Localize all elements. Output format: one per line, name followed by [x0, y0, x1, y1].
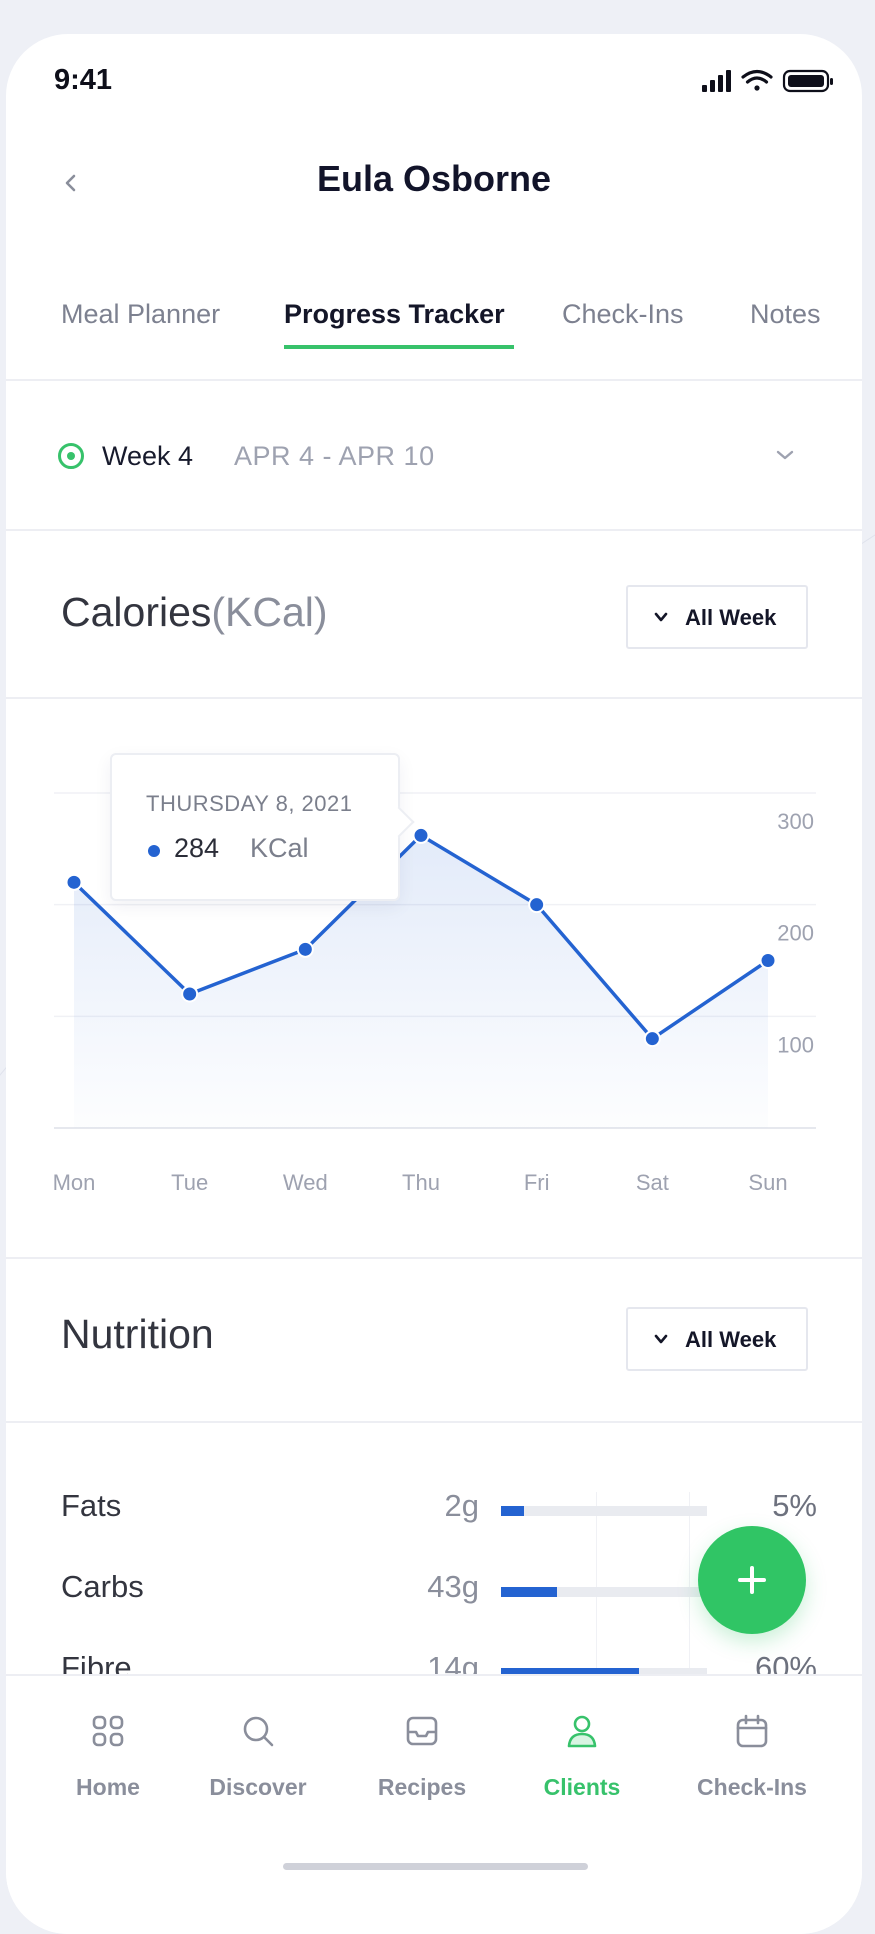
calories-title-text: Calories — [61, 589, 212, 635]
x-tick-label: Wed — [283, 1170, 328, 1195]
nav-home[interactable]: Home — [28, 1676, 188, 1800]
x-tick-label: Fri — [524, 1170, 550, 1195]
nutrient-progress-fill — [501, 1668, 640, 1678]
home-indicator — [283, 1863, 588, 1870]
chart-point[interactable] — [412, 826, 430, 844]
nutrient-progress-fill — [501, 1506, 524, 1516]
calories-period-dropdown[interactable]: All Week — [626, 585, 808, 649]
page-title: Eula Osborne — [316, 158, 552, 199]
chart-point[interactable] — [296, 940, 314, 958]
tab-meal-planner[interactable]: Meal Planner — [61, 299, 221, 329]
y-tick-label: 200 — [777, 921, 814, 946]
y-tick-label: 300 — [777, 809, 814, 834]
plus-icon — [750, 1566, 754, 1594]
back-chevron-icon[interactable] — [60, 166, 80, 200]
status-time: 9:41 — [54, 64, 113, 96]
tab-notes[interactable]: Notes — [750, 299, 821, 329]
nutrition-period-dropdown[interactable]: All Week — [626, 1307, 808, 1371]
calories-period-label: All Week — [685, 605, 777, 630]
week-label: Week 4 — [102, 441, 194, 471]
battery-icon — [782, 69, 833, 93]
status-icons — [702, 69, 833, 93]
nutrition-header: Nutrition All Week — [6, 1255, 862, 1423]
chart-tooltip: THURSDAY 8, 2021 284 KCal — [110, 753, 415, 901]
chart-point[interactable] — [65, 873, 83, 891]
tab-progress-tracker[interactable]: Progress Tracker — [284, 299, 505, 329]
nav-recipes[interactable]: Recipes — [342, 1676, 502, 1800]
calories-chart-area: 100 200 300 Mon Tue Wed Thu Fri Sat Sun — [6, 697, 862, 1259]
nav-label: Home — [76, 1774, 140, 1800]
chart-point[interactable] — [528, 896, 546, 914]
chart-point[interactable] — [643, 1030, 661, 1048]
bottom-nav: Home Discover Recipes Clients — [6, 1674, 862, 1934]
nutrient-progress-bar — [501, 1506, 707, 1516]
chevron-down-icon[interactable] — [774, 447, 796, 463]
wifi-icon — [741, 69, 773, 91]
tooltip-date: THURSDAY 8, 2021 — [146, 791, 353, 816]
nutrient-amount: 2g — [444, 1488, 479, 1523]
chart-area-fill — [74, 835, 768, 1128]
calories-unit: (KCal) — [211, 589, 328, 635]
chart-point[interactable] — [181, 985, 199, 1003]
x-tick-label: Tue — [171, 1170, 208, 1195]
user-icon — [567, 1715, 597, 1748]
nav-check-ins[interactable]: Check-Ins — [672, 1676, 832, 1800]
week-range: APR 4 - APR 10 — [234, 441, 435, 471]
calories-title: Calories(KCal) — [61, 589, 328, 636]
calendar-icon — [736, 1714, 768, 1748]
nutrition-period-label: All Week — [685, 1327, 777, 1352]
tray-icon — [406, 1716, 438, 1746]
nutrient-name: Fats — [61, 1488, 122, 1523]
nutrient-name: Carbs — [61, 1569, 144, 1604]
y-tick-label: 100 — [777, 1032, 814, 1057]
nav-discover[interactable]: Discover — [178, 1676, 338, 1800]
nutrition-grid-line — [596, 1492, 597, 1702]
nutrition-row-fats: Fats 2g 5% — [61, 1488, 817, 1528]
nav-label: Discover — [209, 1774, 307, 1800]
caret-down-icon — [654, 1334, 668, 1344]
caret-down-icon — [654, 612, 668, 622]
nutrient-progress-fill — [501, 1587, 557, 1597]
tab-check-ins[interactable]: Check-Ins — [562, 299, 684, 329]
signal-icon — [702, 70, 731, 92]
nutrition-title: Nutrition — [61, 1311, 214, 1357]
x-tick-label: Sun — [748, 1170, 787, 1195]
nutrient-progress-bar — [501, 1668, 707, 1678]
x-tick-label: Sat — [636, 1170, 669, 1195]
nutrition-grid-line — [689, 1492, 690, 1702]
grid-icon — [92, 1715, 124, 1747]
nutrition-row-carbs: Carbs 43g — [61, 1569, 817, 1609]
nav-label: Recipes — [377, 1774, 467, 1800]
search-icon — [243, 1716, 274, 1747]
nav-clients[interactable]: Clients — [502, 1676, 662, 1800]
nutrient-amount: 43g — [427, 1569, 479, 1604]
nutrient-progress-bar — [501, 1587, 707, 1597]
tooltip-unit: KCal — [250, 833, 309, 863]
chart-point[interactable] — [759, 952, 777, 969]
nutrient-percent: 5% — [772, 1488, 817, 1523]
x-tick-label: Mon — [53, 1170, 96, 1195]
calories-chart: 100 200 300 Mon Tue Wed Thu Fri Sat Sun — [53, 792, 816, 1195]
tooltip-series-dot — [148, 845, 160, 857]
phone-screen: 9:41 Eula Osborne Meal Planner Progress … — [6, 34, 862, 1934]
radio-target-icon — [58, 443, 84, 469]
x-tick-label: Thu — [402, 1170, 440, 1195]
week-selector[interactable]: Week 4 APR 4 - APR 10 — [6, 379, 862, 531]
active-tab-indicator — [284, 345, 514, 349]
tab-bar: Meal Planner Progress Tracker Check-Ins … — [6, 289, 862, 381]
nav-label: Check-Ins — [697, 1774, 807, 1800]
tooltip-value: 284 — [174, 833, 220, 863]
nav-label: Clients — [543, 1774, 621, 1800]
calories-header: Calories(KCal) All Week — [6, 531, 862, 699]
add-fab-button[interactable] — [698, 1526, 806, 1634]
